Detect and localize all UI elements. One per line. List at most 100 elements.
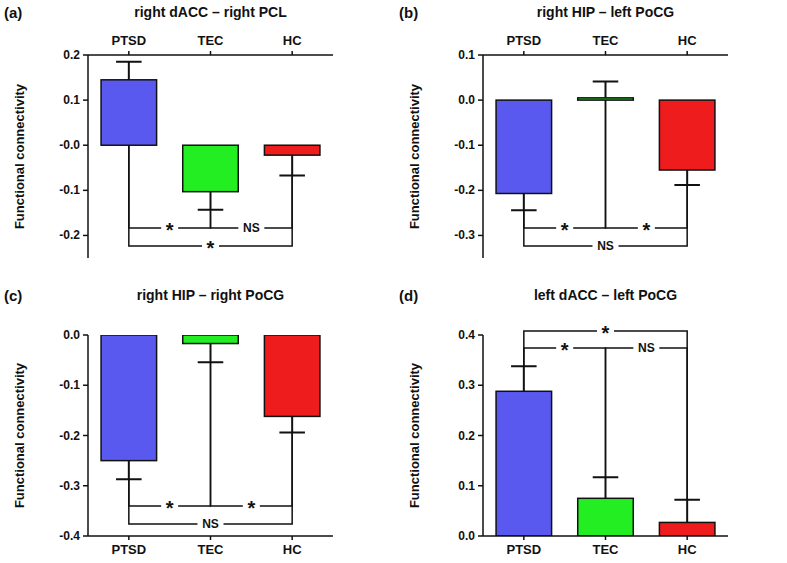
significance-bracket: * — [211, 362, 293, 519]
bracket-label-bg — [633, 340, 659, 356]
y-tick-label: 0.1 — [458, 48, 475, 62]
y-tick-label: -0.2 — [454, 183, 475, 197]
bar — [496, 391, 552, 536]
bracket-label: * — [207, 237, 215, 259]
x-tick-label: PTSD — [506, 542, 541, 557]
y-tick-label: 0.1 — [458, 479, 475, 493]
error-bar — [674, 170, 700, 185]
significance-bracket: * — [524, 322, 687, 500]
x-tick — [523, 51, 525, 55]
chart-title: right dACC – right PCL — [134, 4, 287, 20]
bracket-label: NS — [243, 221, 260, 235]
y-tick-label: -0.1 — [59, 183, 80, 197]
significance-bracket: NS — [129, 432, 292, 532]
significance-bracket: * — [524, 100, 606, 241]
bar — [264, 335, 320, 416]
bracket-line — [606, 100, 688, 228]
y-tick-label: -0.0 — [59, 138, 80, 152]
y-tick — [83, 385, 88, 387]
error-bar — [674, 500, 700, 523]
significance-bracket: * — [129, 145, 292, 259]
bracket-line — [524, 185, 687, 246]
x-tick-label: HC — [283, 33, 302, 48]
bar — [101, 335, 157, 461]
y-tick-label: 0.0 — [458, 93, 475, 107]
y-axis-label: Functional connectivity — [12, 83, 27, 229]
bar — [578, 98, 634, 100]
bracket-line — [129, 362, 211, 506]
chart-title: right HIP – right PoCG — [137, 287, 285, 303]
bar — [101, 80, 157, 145]
y-tick — [478, 385, 483, 387]
y-axis-label: Functional connectivity — [407, 362, 422, 508]
y-tick — [83, 99, 88, 101]
y-tick — [83, 235, 88, 237]
y-tick-label: -0.1 — [454, 138, 475, 152]
bracket-line — [129, 145, 292, 246]
x-tick — [605, 51, 607, 55]
y-tick-label: -0.1 — [59, 378, 80, 392]
panel: (c)right HIP – right PoCGFunctional conn… — [4, 287, 333, 557]
significance-bracket: NS — [211, 175, 293, 236]
y-tick — [83, 535, 88, 537]
x-tick — [210, 536, 212, 540]
y-tick — [478, 334, 483, 336]
bracket-line — [524, 348, 606, 477]
bracket-label: NS — [202, 517, 219, 531]
bracket-line — [129, 432, 292, 524]
y-tick-label: 0.0 — [63, 328, 80, 342]
x-tick-label: PTSD — [111, 33, 146, 48]
bracket-line — [524, 100, 606, 228]
y-tick — [478, 485, 483, 487]
bar — [659, 100, 715, 170]
error-bar — [279, 416, 305, 432]
significance-bracket: * — [129, 362, 211, 519]
error-bar — [198, 344, 224, 363]
x-tick — [210, 51, 212, 55]
error-bar — [116, 461, 142, 480]
figure: (a) right dACC – right PCL Functional conn… — [0, 0, 787, 563]
bars — [101, 62, 320, 210]
bar — [496, 100, 552, 193]
significance-bracket: * — [129, 145, 211, 241]
bracket-line — [211, 362, 293, 506]
bracket-label: * — [166, 497, 174, 519]
panel-label: (a) — [4, 4, 22, 21]
x-tick-label: PTSD — [506, 33, 541, 48]
bracket-label: * — [642, 219, 650, 241]
panel: (a) right dACC – right PCL Functional conn… — [4, 4, 333, 259]
y-tick-label: -0.2 — [59, 228, 80, 242]
y-tick-label: 0.4 — [458, 328, 475, 342]
x-tick — [128, 51, 130, 55]
x-tick-label: HC — [283, 542, 302, 557]
error-bar — [593, 82, 619, 98]
y-tick — [478, 190, 483, 192]
bracket-line — [129, 145, 211, 228]
x-tick — [686, 51, 688, 55]
bar — [183, 335, 239, 344]
y-tick — [478, 235, 483, 237]
y-tick — [478, 54, 483, 56]
y-axis-line — [87, 55, 89, 258]
y-tick-label: 0.1 — [63, 93, 80, 107]
x-tick — [523, 536, 525, 540]
bracket-label: NS — [638, 341, 655, 355]
y-tick-label: 0.2 — [458, 429, 475, 443]
y-tick-label: 0.3 — [458, 378, 475, 392]
x-tick-label: TEC — [593, 542, 620, 557]
bracket-label: * — [166, 219, 174, 241]
y-tick-label: -0.3 — [59, 479, 80, 493]
x-tick-label: TEC — [198, 542, 225, 557]
y-tick — [83, 485, 88, 487]
error-bar — [116, 62, 142, 80]
x-tick — [291, 536, 293, 540]
significance-bracket: NS — [524, 185, 687, 254]
x-tick-label: HC — [678, 33, 697, 48]
x-tick — [128, 536, 130, 540]
significance-bracket: NS — [606, 340, 688, 500]
y-tick-label: -0.4 — [59, 529, 80, 543]
x-tick — [291, 51, 293, 55]
bracket-line — [606, 348, 688, 500]
y-tick — [83, 190, 88, 192]
y-tick — [478, 99, 483, 101]
